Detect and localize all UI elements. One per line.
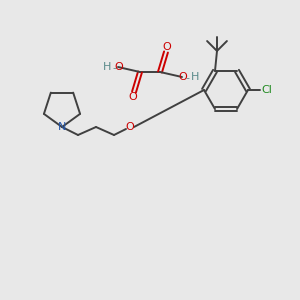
Text: O: O bbox=[178, 72, 188, 82]
Text: -: - bbox=[185, 73, 189, 83]
Text: Cl: Cl bbox=[262, 85, 272, 95]
Text: O: O bbox=[163, 42, 171, 52]
Text: H: H bbox=[103, 62, 111, 72]
Text: -: - bbox=[112, 63, 116, 73]
Text: O: O bbox=[129, 92, 137, 102]
Text: O: O bbox=[115, 62, 123, 72]
Text: O: O bbox=[126, 122, 134, 132]
Text: H: H bbox=[191, 72, 199, 82]
Text: N: N bbox=[58, 122, 66, 132]
